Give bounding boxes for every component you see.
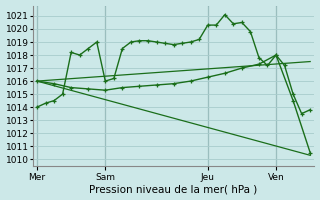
X-axis label: Pression niveau de la mer( hPa ): Pression niveau de la mer( hPa ) (90, 184, 258, 194)
